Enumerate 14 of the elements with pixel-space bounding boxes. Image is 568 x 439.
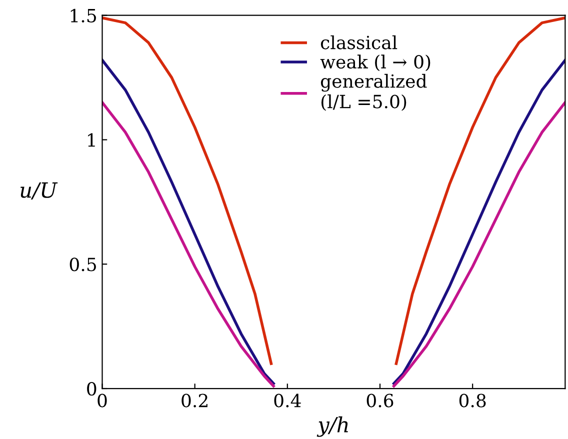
y-axis-title: u/U [20,182,58,200]
y-tick-label: 0 [87,382,96,396]
y-tick-label: 1 [88,133,95,147]
y-tick-label: 1.5 [70,8,96,22]
x-tick-label: 0.8 [459,394,486,408]
legend-label: generalized (l/L =5.0) [320,74,427,111]
x-tick-label: 0 [98,394,107,408]
x-axis-title: y/h [316,416,348,437]
x-tick-label: 0.4 [274,394,301,408]
x-tick-label: 0.2 [182,394,208,408]
legend-label: weak (l → 0) [320,54,430,72]
y-tick-label: 0.5 [70,258,96,272]
x-tick-label: 0.6 [366,394,394,408]
legend-label: classical [320,35,398,50]
